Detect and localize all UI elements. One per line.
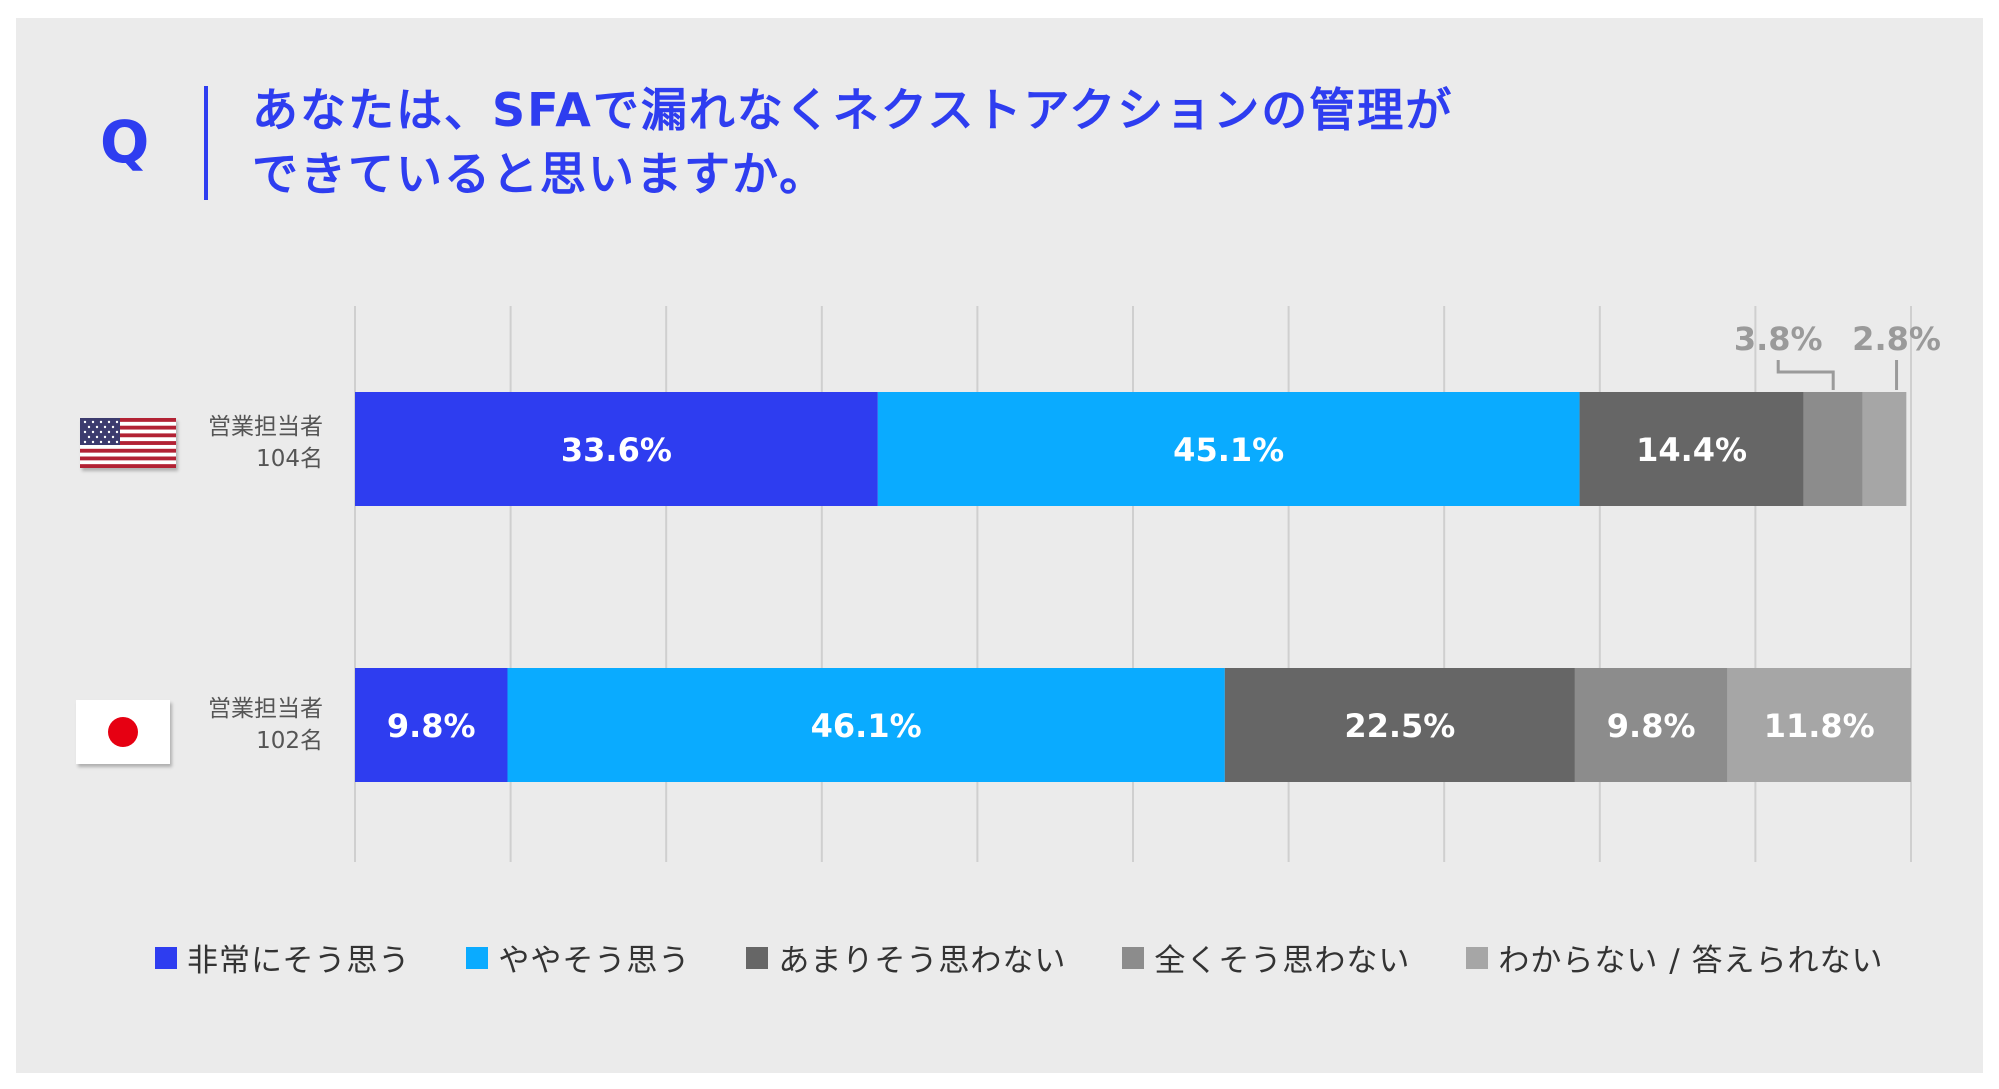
question-mark: Q: [100, 108, 150, 176]
legend-swatch-5: [1466, 946, 1489, 969]
us-flag-graphic: [80, 418, 176, 468]
jp-flag-icon: [76, 700, 170, 764]
data-label: 9.8%: [1607, 707, 1696, 745]
data-label-outside: 2.8%: [1852, 320, 1941, 358]
bar-segment: [1224, 668, 1575, 782]
legend-item-1: 非常にそう思う: [155, 935, 410, 980]
legend-label-3: あまりそう思わない: [778, 943, 1067, 979]
jp-flag-sun: [108, 717, 138, 747]
bar-segment: [1579, 392, 1804, 506]
legend-swatch-1: [155, 946, 177, 969]
bar-segment: [1574, 668, 1728, 782]
question-title-line-2: できていると思いますか。: [252, 147, 828, 201]
legend: 非常にそう思う ややそう思う あまりそう思わない 全くそう思わない わからない …: [155, 935, 1935, 980]
data-label: 9.8%: [387, 707, 476, 745]
row-label-us-count: 104名: [256, 446, 323, 472]
bar-segment: [877, 392, 1580, 506]
data-label: 33.6%: [561, 431, 672, 469]
bar-segment: [1803, 392, 1863, 506]
bar-segment: [355, 668, 508, 782]
question-title-line-1: あなたは、SFAで漏れなくネクストアクションの管理が: [252, 83, 1454, 137]
row-label-us: 営業担当者 104名: [208, 411, 323, 475]
bar-segment: [355, 392, 878, 506]
legend-swatch-4: [1122, 946, 1145, 969]
row-label-us-title: 営業担当者: [208, 414, 323, 440]
data-label-outside: 3.8%: [1734, 320, 1823, 358]
chart-panel: [16, 18, 1983, 1073]
us-flag-icon: [80, 418, 176, 468]
legend-item-5: わからない / 答えられない: [1466, 935, 1883, 980]
legend-item-4: 全くそう思わない: [1122, 935, 1410, 980]
legend-swatch-2: [466, 946, 489, 969]
row-label-jp-count: 102名: [256, 728, 323, 754]
bar-segment: [1862, 392, 1907, 506]
data-label: 45.1%: [1173, 431, 1284, 469]
legend-item-2: ややそう思う: [466, 935, 690, 980]
question-title: あなたは、SFAで漏れなくネクストアクションの管理が できていると思いますか。: [252, 78, 1552, 206]
legend-label-4: 全くそう思わない: [1154, 943, 1411, 979]
legend-label-5: わからない / 答えられない: [1498, 943, 1884, 979]
legend-label-2: ややそう思う: [498, 943, 691, 979]
legend-label-1: 非常にそう思う: [187, 943, 411, 979]
question-divider: [204, 86, 208, 200]
leader-line: [1776, 360, 1835, 390]
bar-segment: [507, 668, 1225, 782]
data-label: 46.1%: [811, 707, 922, 745]
row-label-jp: 営業担当者 102名: [208, 693, 323, 757]
legend-swatch-3: [746, 946, 769, 969]
legend-item-3: あまりそう思わない: [746, 935, 1066, 980]
data-label: 11.8%: [1764, 707, 1875, 745]
data-label: 22.5%: [1344, 707, 1455, 745]
bar-segment: [1727, 668, 1911, 782]
data-label: 14.4%: [1636, 431, 1747, 469]
row-label-jp-title: 営業担当者: [208, 696, 323, 722]
